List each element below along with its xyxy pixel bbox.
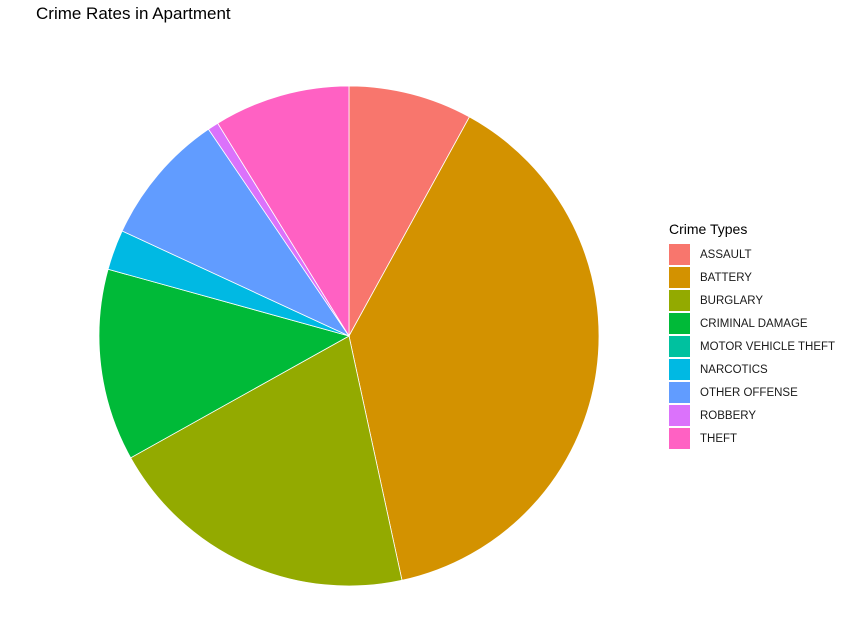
legend-key	[669, 267, 690, 288]
legend-item: CRIMINAL DAMAGE	[669, 312, 835, 335]
legend-item: OTHER OFFENSE	[669, 381, 835, 404]
legend-key	[669, 428, 690, 449]
legend: Crime Types ASSAULT BATTERY BURGLARY CRIMIN…	[669, 221, 835, 450]
pie-slice-assault	[348, 85, 470, 337]
legend-key	[669, 313, 690, 334]
legend-items: ASSAULT BATTERY BURGLARY CRIMINAL DAMAGE MOT…	[669, 243, 835, 450]
legend-item: MOTOR VEHICLE THEFT	[669, 335, 835, 358]
legend-label: ASSAULT	[700, 248, 752, 261]
legend-item: BURGLARY	[669, 289, 835, 312]
legend-label: BATTERY	[700, 271, 752, 284]
legend-item: BATTERY	[669, 266, 835, 289]
legend-key	[669, 244, 690, 265]
legend-key	[669, 382, 690, 403]
legend-item: THEFT	[669, 427, 835, 450]
legend-item: ASSAULT	[669, 243, 835, 266]
legend-label: CRIMINAL DAMAGE	[700, 317, 808, 330]
legend-label: NARCOTICS	[700, 363, 768, 376]
legend-title: Crime Types	[669, 221, 748, 237]
legend-label: THEFT	[700, 432, 738, 445]
legend-key	[669, 290, 690, 311]
legend-key	[669, 336, 690, 357]
legend-label: BURGLARY	[700, 294, 764, 307]
legend-label: ROBBERY	[700, 409, 757, 422]
legend-label: OTHER OFFENSE	[700, 386, 798, 399]
pie-slice-other-offense	[121, 128, 351, 337]
legend-item: ROBBERY	[669, 404, 835, 427]
legend-label: MOTOR VEHICLE THEFT	[700, 340, 836, 353]
legend-key	[669, 405, 690, 426]
pie-slice-battery	[348, 116, 600, 581]
chart-title: Crime Rates in Apartment	[36, 4, 231, 23]
pie-slice-theft	[217, 85, 350, 338]
pie-slice-burglary	[130, 335, 403, 587]
legend-key	[669, 359, 690, 380]
pie-slice-criminal-damage	[98, 268, 351, 459]
legend-item: NARCOTICS	[669, 358, 835, 381]
